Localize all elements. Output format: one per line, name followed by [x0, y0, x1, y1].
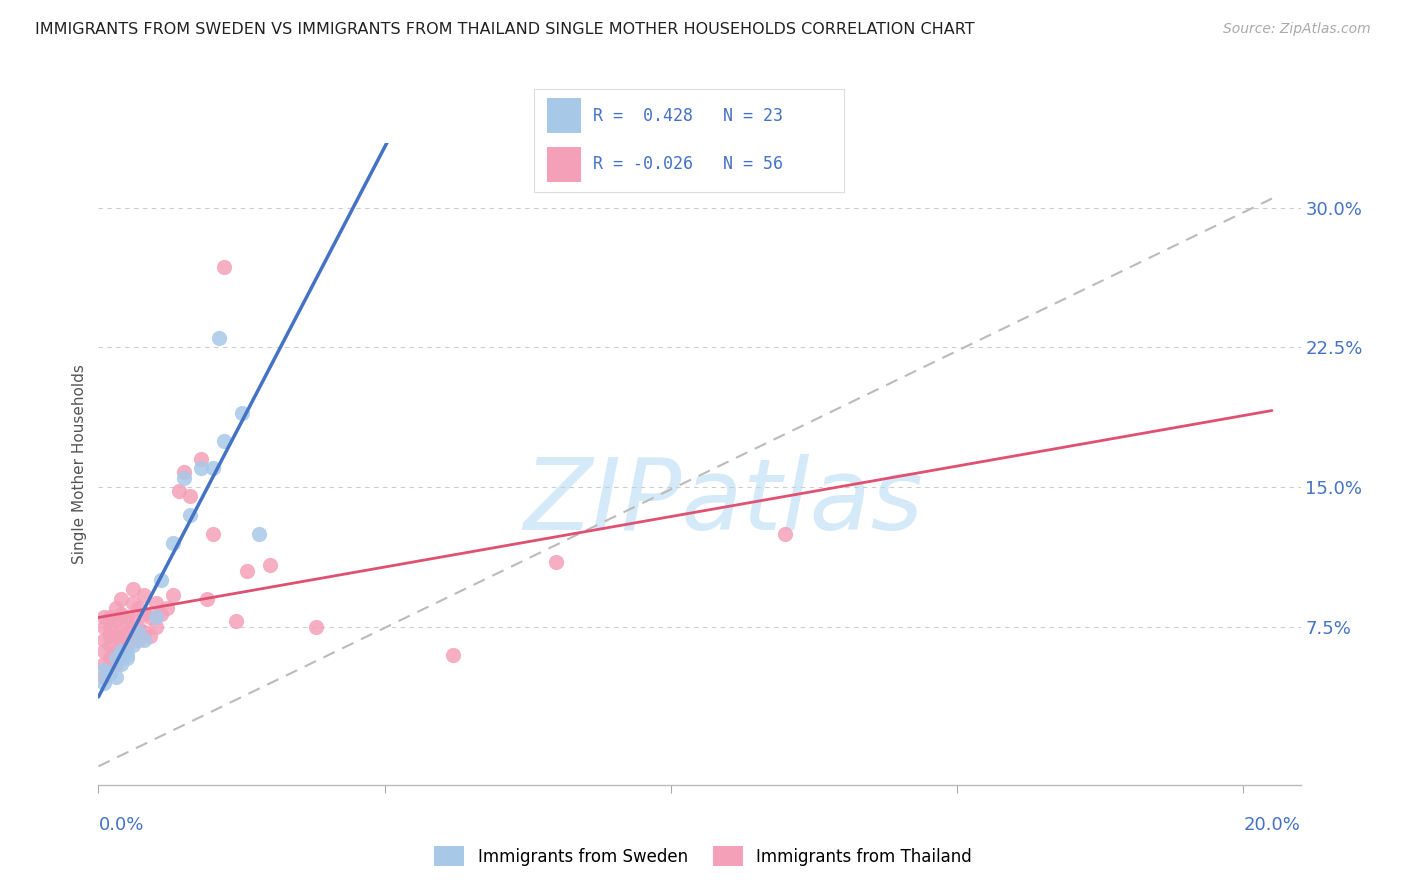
Point [201, 526, 224, 541]
Text: ZIPatlas: ZIPatlas [523, 454, 924, 551]
Point [173, 471, 195, 485]
Point [115, 648, 138, 662]
Point [145, 595, 167, 609]
Text: Source: ZipAtlas.com: Source: ZipAtlas.com [1223, 22, 1371, 37]
Point [214, 434, 236, 448]
Point [98, 666, 121, 681]
Point [150, 607, 173, 621]
Point [201, 461, 224, 475]
Point [104, 601, 127, 615]
Point [93, 663, 115, 677]
Point [128, 632, 150, 647]
FancyBboxPatch shape [547, 146, 581, 181]
Point [134, 607, 156, 621]
Point [208, 331, 231, 345]
Point [121, 638, 143, 652]
Point [104, 657, 127, 671]
Point [247, 526, 270, 541]
Point [93, 644, 115, 658]
Point [93, 610, 115, 624]
Point [121, 582, 143, 597]
Y-axis label: Single Mother Households: Single Mother Households [72, 364, 87, 564]
Point [179, 490, 201, 504]
Text: 20.0%: 20.0% [1244, 816, 1301, 834]
Point [110, 632, 132, 647]
Point [115, 651, 138, 665]
Point [121, 595, 143, 609]
Point [139, 629, 162, 643]
Point [190, 452, 212, 467]
Point [128, 601, 150, 615]
Point [110, 657, 132, 671]
Point [167, 483, 190, 498]
Point [214, 260, 236, 275]
Point [93, 620, 115, 634]
Text: 0.0%: 0.0% [98, 816, 143, 834]
Point [179, 508, 201, 522]
Point [128, 625, 150, 640]
Point [190, 461, 212, 475]
Point [121, 629, 143, 643]
Point [110, 644, 132, 658]
Point [110, 607, 132, 621]
Point [546, 555, 568, 569]
Point [104, 629, 127, 643]
Point [236, 564, 259, 578]
Point [115, 610, 138, 624]
Point [93, 675, 115, 690]
Point [173, 465, 195, 479]
Point [104, 644, 127, 658]
Point [162, 536, 184, 550]
Point [93, 657, 115, 671]
Point [134, 625, 156, 640]
Point [305, 620, 328, 634]
Point [441, 648, 464, 662]
Point [110, 648, 132, 662]
FancyBboxPatch shape [547, 98, 581, 133]
Point [139, 610, 162, 624]
Point [98, 620, 121, 634]
Point [98, 629, 121, 643]
Point [93, 670, 115, 684]
Point [162, 588, 184, 602]
Point [93, 632, 115, 647]
Point [110, 620, 132, 634]
Point [134, 588, 156, 602]
Point [115, 638, 138, 652]
Point [145, 610, 167, 624]
Point [104, 670, 127, 684]
Point [225, 614, 247, 628]
Point [134, 632, 156, 647]
Point [104, 614, 127, 628]
Point [98, 651, 121, 665]
Point [156, 601, 179, 615]
Point [145, 620, 167, 634]
Point [121, 614, 143, 628]
Legend: Immigrants from Sweden, Immigrants from Thailand: Immigrants from Sweden, Immigrants from … [427, 839, 979, 873]
Point [231, 406, 253, 420]
Text: IMMIGRANTS FROM SWEDEN VS IMMIGRANTS FROM THAILAND SINGLE MOTHER HOUSEHOLDS CORR: IMMIGRANTS FROM SWEDEN VS IMMIGRANTS FRO… [35, 22, 974, 37]
Point [150, 573, 173, 587]
Point [98, 666, 121, 681]
Point [98, 638, 121, 652]
Text: R = -0.026   N = 56: R = -0.026 N = 56 [593, 155, 783, 173]
Point [115, 625, 138, 640]
Point [128, 620, 150, 634]
Text: R =  0.428   N = 23: R = 0.428 N = 23 [593, 107, 783, 125]
Point [104, 651, 127, 665]
Point [259, 558, 281, 573]
Point [775, 526, 797, 541]
Point [98, 610, 121, 624]
Point [195, 591, 218, 606]
Point [110, 591, 132, 606]
